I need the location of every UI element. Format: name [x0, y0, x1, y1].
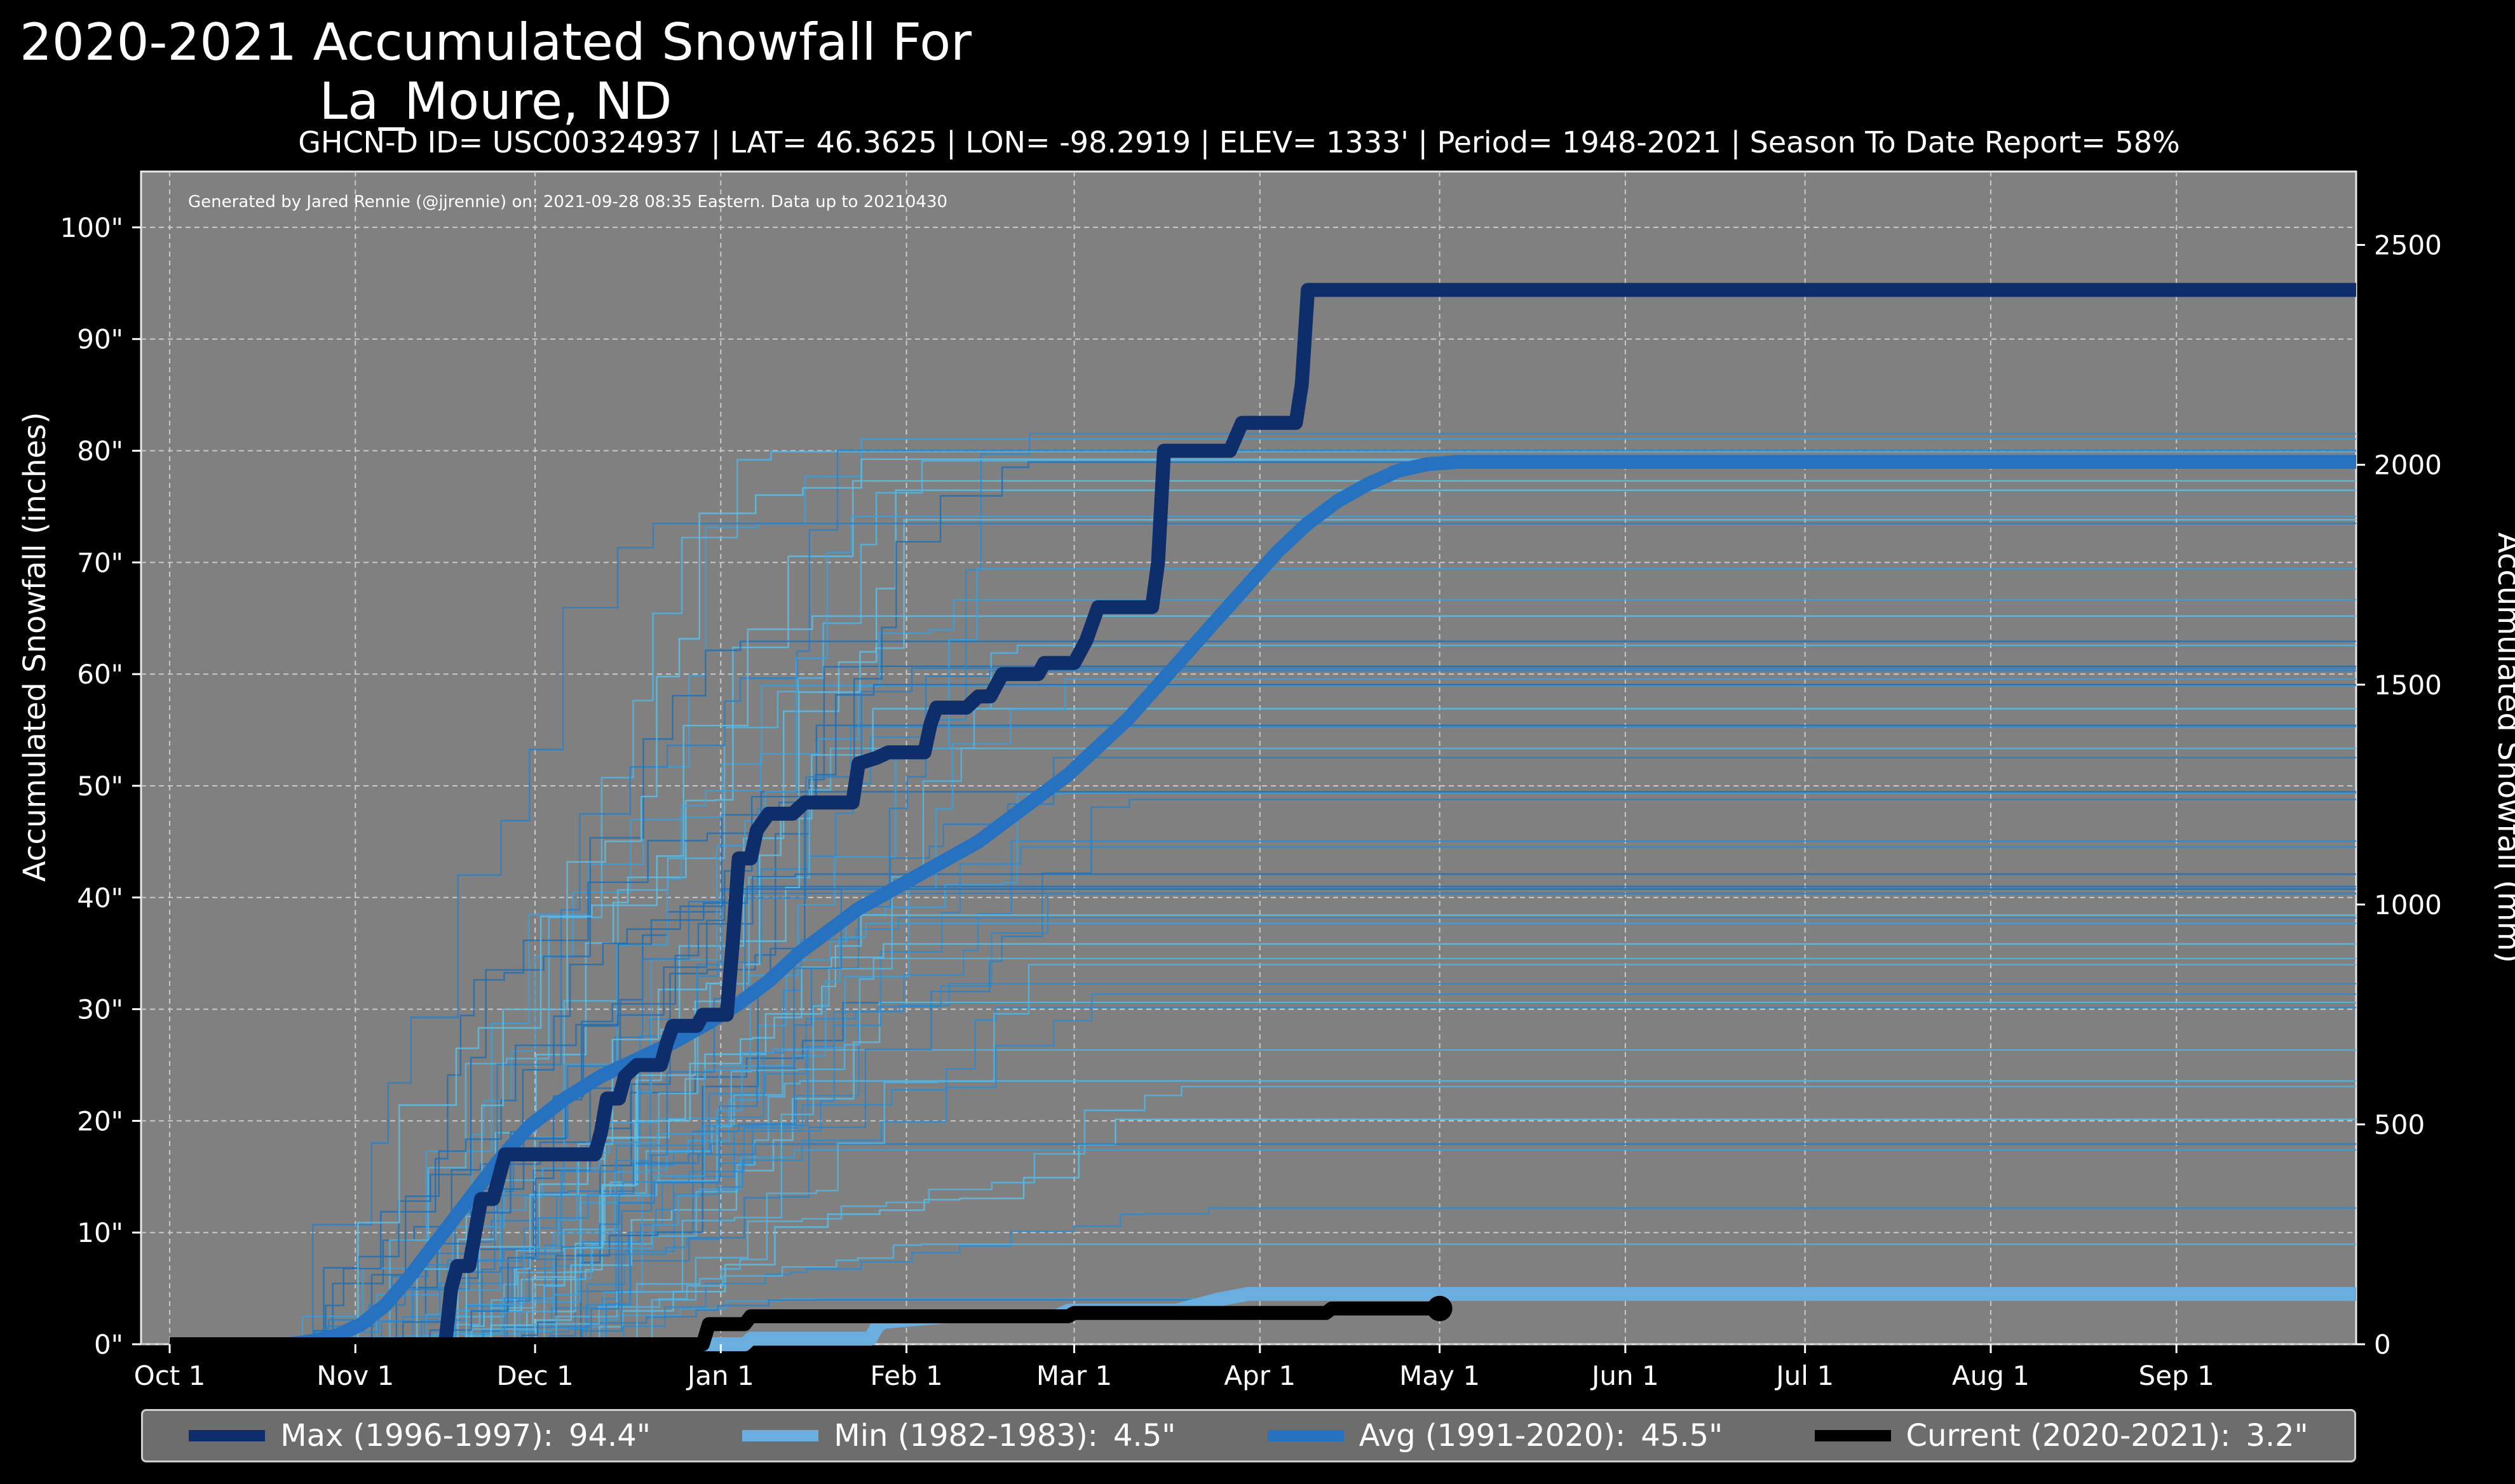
current-endpoint-marker — [1427, 1295, 1453, 1321]
historical-year-line — [170, 943, 2356, 1346]
historical-year-line — [170, 665, 2356, 1346]
y2-tick-label: 2000 — [2374, 450, 2442, 481]
legend-swatch-current — [1814, 1430, 1891, 1441]
x-tick-label: May 1 — [1399, 1360, 1480, 1391]
x-tick-label: Feb 1 — [870, 1360, 942, 1391]
x-tick-label: Apr 1 — [1224, 1360, 1296, 1391]
y-tick-label: 70" — [77, 547, 123, 578]
historical-year-line — [170, 1143, 2356, 1346]
x-tick-label: Jul 1 — [1774, 1360, 1834, 1391]
generated-annotation: Generated by Jared Rennie (@jjrennie) on… — [188, 192, 947, 212]
historical-year-line — [170, 957, 2356, 1346]
historical-year-line — [170, 644, 2356, 1346]
historical-year-line — [170, 747, 2356, 1346]
x-tick-label: Dec 1 — [496, 1360, 573, 1391]
historical-year-line — [170, 515, 2356, 1346]
chart-title: 2020-2021 Accumulated Snowfall For La_Mo… — [19, 13, 972, 131]
historical-year-line — [170, 480, 2356, 1346]
historical-year-line — [170, 684, 2356, 1346]
historical-year-line — [170, 1006, 2356, 1346]
historical-year-line — [170, 964, 2356, 1346]
legend-item-avg: Avg (1991-2020): 45.5" — [1267, 1418, 1723, 1454]
legend-item-max: Max (1996-1997): 94.4" — [189, 1418, 651, 1454]
y2-tick-label: 1500 — [2374, 670, 2442, 701]
chart-subtitle: GHCN-D ID= USC00324937 | LAT= 46.3625 | … — [298, 125, 2180, 159]
historical-year-line — [170, 708, 2356, 1346]
historical-year-line — [170, 840, 2356, 1346]
y-tick-label: 10" — [77, 1217, 123, 1248]
legend-total-max: 94.4" — [568, 1418, 651, 1454]
y-tick-label: 80" — [77, 436, 123, 467]
historical-year-line — [170, 873, 2356, 1346]
y2-tick-label: 1000 — [2374, 889, 2442, 921]
legend: Max (1996-1997): 94.4" Min (1982-1983): … — [141, 1409, 2356, 1462]
legend-total-min: 4.5" — [1113, 1418, 1176, 1454]
legend-swatch-min — [742, 1430, 819, 1441]
y-tick-label: 30" — [77, 994, 123, 1025]
y-tick-label: 20" — [77, 1105, 123, 1137]
x-tick-label: Oct 1 — [134, 1360, 206, 1391]
historical-year-line — [170, 615, 2356, 1346]
historical-year-line — [170, 893, 2356, 1346]
series-avg-line — [170, 455, 2356, 1351]
y2-tick-label: 500 — [2374, 1109, 2425, 1140]
x-tick-label: Mar 1 — [1036, 1360, 1112, 1391]
legend-label-min: Min (1982-1983): — [834, 1418, 1098, 1454]
historical-year-line — [170, 1118, 2356, 1346]
series-lines — [170, 283, 2356, 1351]
y-tick-label: 50" — [77, 771, 123, 802]
historical-year-line — [170, 522, 2356, 1346]
legend-total-avg: 45.5" — [1641, 1418, 1723, 1454]
y-tick-label: 100" — [60, 212, 123, 243]
y2-tick-label: 0 — [2374, 1329, 2391, 1360]
series-current-line — [170, 1301, 1440, 1351]
y-tick-label: 60" — [77, 659, 123, 690]
historical-year-line — [170, 1243, 2356, 1346]
legend-swatch-avg — [1267, 1430, 1344, 1441]
historical-year-line — [170, 893, 2356, 1346]
historical-year-line — [170, 791, 2356, 1346]
x-tick-label: Aug 1 — [1952, 1360, 2030, 1391]
x-tick-label: Jan 1 — [686, 1360, 754, 1391]
x-tick-label: Sep 1 — [2139, 1360, 2214, 1391]
historical-year-line — [170, 1001, 2356, 1346]
historical-year-line — [170, 450, 2356, 1346]
x-tick-label: Jun 1 — [1590, 1360, 1659, 1391]
y-tick-label: 40" — [77, 882, 123, 914]
axes: Oct 1 Nov 1 Dec 1 Jan 1 Feb 1 Mar 1 Apr 1 May 1… — [60, 212, 2442, 1391]
historical-year-line — [170, 678, 2356, 1346]
historical-year-line — [170, 667, 2356, 1346]
historical-year-line — [170, 670, 2356, 1346]
legend-label-max: Max (1996-1997): — [280, 1418, 553, 1454]
historical-year-line — [170, 1002, 2356, 1346]
legend-label-avg: Avg (1991-2020): — [1359, 1418, 1626, 1454]
historical-year-line — [170, 1207, 2356, 1346]
legend-item-current: Current (2020-2021): 3.2" — [1814, 1418, 2308, 1454]
y-tick-label: 90" — [77, 324, 123, 355]
series-max-line — [170, 283, 2356, 1351]
legend-swatch-max — [189, 1430, 266, 1441]
historical-year-line — [170, 684, 2356, 1346]
legend-item-min: Min (1982-1983): 4.5" — [742, 1418, 1176, 1454]
historical-year-line — [170, 914, 2356, 1346]
y-tick-label: 0" — [94, 1329, 123, 1360]
historical-year-line — [170, 792, 2356, 1346]
legend-total-current: 3.2" — [2246, 1418, 2308, 1454]
x-tick-label: Nov 1 — [316, 1360, 394, 1391]
y2-tick-label: 2500 — [2374, 230, 2442, 261]
legend-label-current: Current (2020-2021): — [1906, 1418, 2231, 1454]
